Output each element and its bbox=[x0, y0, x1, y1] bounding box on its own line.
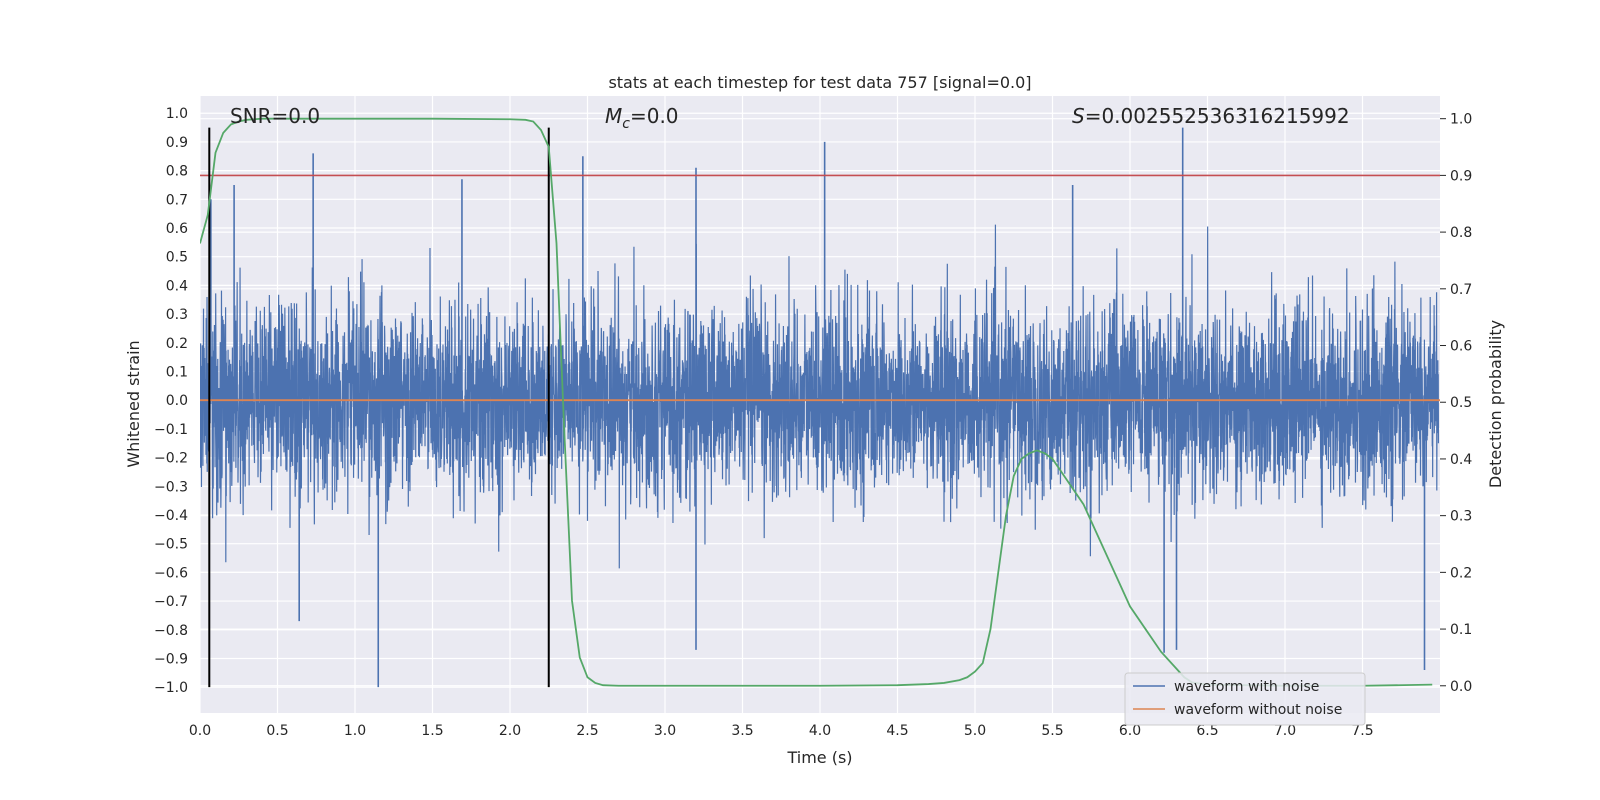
y-left-tick-label: 1.0 bbox=[166, 106, 188, 122]
y-right-tick-label: 0.5 bbox=[1450, 395, 1472, 411]
y-left-tick-label: 0.3 bbox=[166, 307, 188, 323]
x-tick-label: 6.5 bbox=[1196, 723, 1218, 739]
y-right-tick-label: 0.6 bbox=[1450, 339, 1472, 355]
s-annotation: S=0.002552536316215992 bbox=[1072, 104, 1350, 128]
mc-annotation: Mc=0.0 bbox=[605, 104, 679, 132]
y-right-tick-label: 0.0 bbox=[1450, 679, 1472, 695]
y-left-tick-label: 0.6 bbox=[166, 221, 188, 237]
y-left-tick-label: −0.1 bbox=[154, 422, 188, 438]
y-right-tick-label: 0.4 bbox=[1450, 452, 1472, 468]
series-waveform-with-noise bbox=[200, 224, 1440, 569]
x-tick-label: 1.0 bbox=[344, 723, 366, 739]
y-left-tick-label: 0.9 bbox=[166, 135, 188, 151]
snr-annotation: SNR=0.0 bbox=[230, 104, 320, 128]
y-axis-label-right: Detection probability bbox=[1486, 320, 1505, 488]
y-left-tick-label: −0.9 bbox=[154, 651, 188, 667]
mc-value: =0.0 bbox=[630, 104, 679, 128]
y-axis-label-left: Whitened strain bbox=[124, 340, 143, 467]
x-tick-label: 0.0 bbox=[189, 723, 211, 739]
x-tick-label: 5.0 bbox=[964, 723, 986, 739]
series-detection-probability bbox=[200, 117, 1433, 687]
y-left-tick-label: 0.4 bbox=[166, 278, 188, 294]
y-left-tick-label: 0.0 bbox=[166, 393, 188, 409]
x-tick-label: 7.0 bbox=[1274, 723, 1296, 739]
s-value: =0.002552536316215992 bbox=[1085, 104, 1350, 128]
x-tick-label: 7.5 bbox=[1351, 723, 1373, 739]
y-right-tick-label: 0.3 bbox=[1450, 509, 1472, 525]
plot-area bbox=[200, 117, 1440, 688]
legend-box bbox=[1124, 672, 1366, 726]
x-tick-label: 1.5 bbox=[421, 723, 443, 739]
y-left-tick-label: −0.3 bbox=[154, 479, 188, 495]
s-symbol: S bbox=[1072, 104, 1085, 128]
chart-title: stats at each timestep for test data 757… bbox=[608, 73, 1031, 92]
mc-symbol: M bbox=[605, 104, 622, 128]
y-left-tick-label: −0.2 bbox=[154, 451, 188, 467]
y-left-tick-label: −0.5 bbox=[154, 537, 188, 553]
mc-subscript: c bbox=[622, 116, 630, 132]
x-tick-label: 0.5 bbox=[266, 723, 288, 739]
y-left-tick-label: −1.0 bbox=[154, 680, 188, 696]
x-tick-label: 4.0 bbox=[809, 723, 831, 739]
y-left-tick-label: 0.2 bbox=[166, 336, 188, 352]
x-tick-label: 4.5 bbox=[886, 723, 908, 739]
axes: 0.0 0.5 1.0 1.5 2.0 2.5 3.0 3.5 4.0 4.5 5.0 5.5 6.0 6… bbox=[154, 106, 1472, 739]
y-right-tick-label: 0.9 bbox=[1450, 168, 1472, 184]
x-axis-label: Time (s) bbox=[786, 748, 852, 767]
y-left-tick-label: 0.7 bbox=[166, 192, 188, 208]
legend: waveform with noise waveform without noi… bbox=[1124, 672, 1366, 726]
y-left-tick-label: −0.4 bbox=[154, 508, 188, 524]
legend-label-noise: waveform with noise bbox=[1174, 679, 1319, 695]
y-right-tick-label: 0.1 bbox=[1450, 622, 1472, 638]
y-right-tick-label: 0.7 bbox=[1450, 282, 1472, 298]
y-right-tick-label: 0.2 bbox=[1450, 565, 1472, 581]
x-tick-label: 6.0 bbox=[1119, 723, 1141, 739]
x-tick-label: 3.5 bbox=[731, 723, 753, 739]
x-tick-label: 3.0 bbox=[654, 723, 676, 739]
y-left-tick-label: 0.1 bbox=[166, 364, 188, 380]
y-left-tick-label: 0.5 bbox=[166, 250, 188, 266]
y-left-tick-label: −0.8 bbox=[154, 623, 188, 639]
y-right-tick-label: 1.0 bbox=[1450, 112, 1472, 128]
y-left-tick-label: −0.6 bbox=[154, 565, 188, 581]
y-right-tick-label: 0.8 bbox=[1450, 225, 1472, 241]
legend-label-clean: waveform without noise bbox=[1174, 702, 1342, 718]
x-tick-label: 2.0 bbox=[499, 723, 521, 739]
y-left-tick-label: 0.8 bbox=[166, 164, 188, 180]
x-tick-label: 5.5 bbox=[1041, 723, 1063, 739]
x-tick-label: 2.5 bbox=[576, 723, 598, 739]
y-left-tick-label: −0.7 bbox=[154, 594, 188, 610]
